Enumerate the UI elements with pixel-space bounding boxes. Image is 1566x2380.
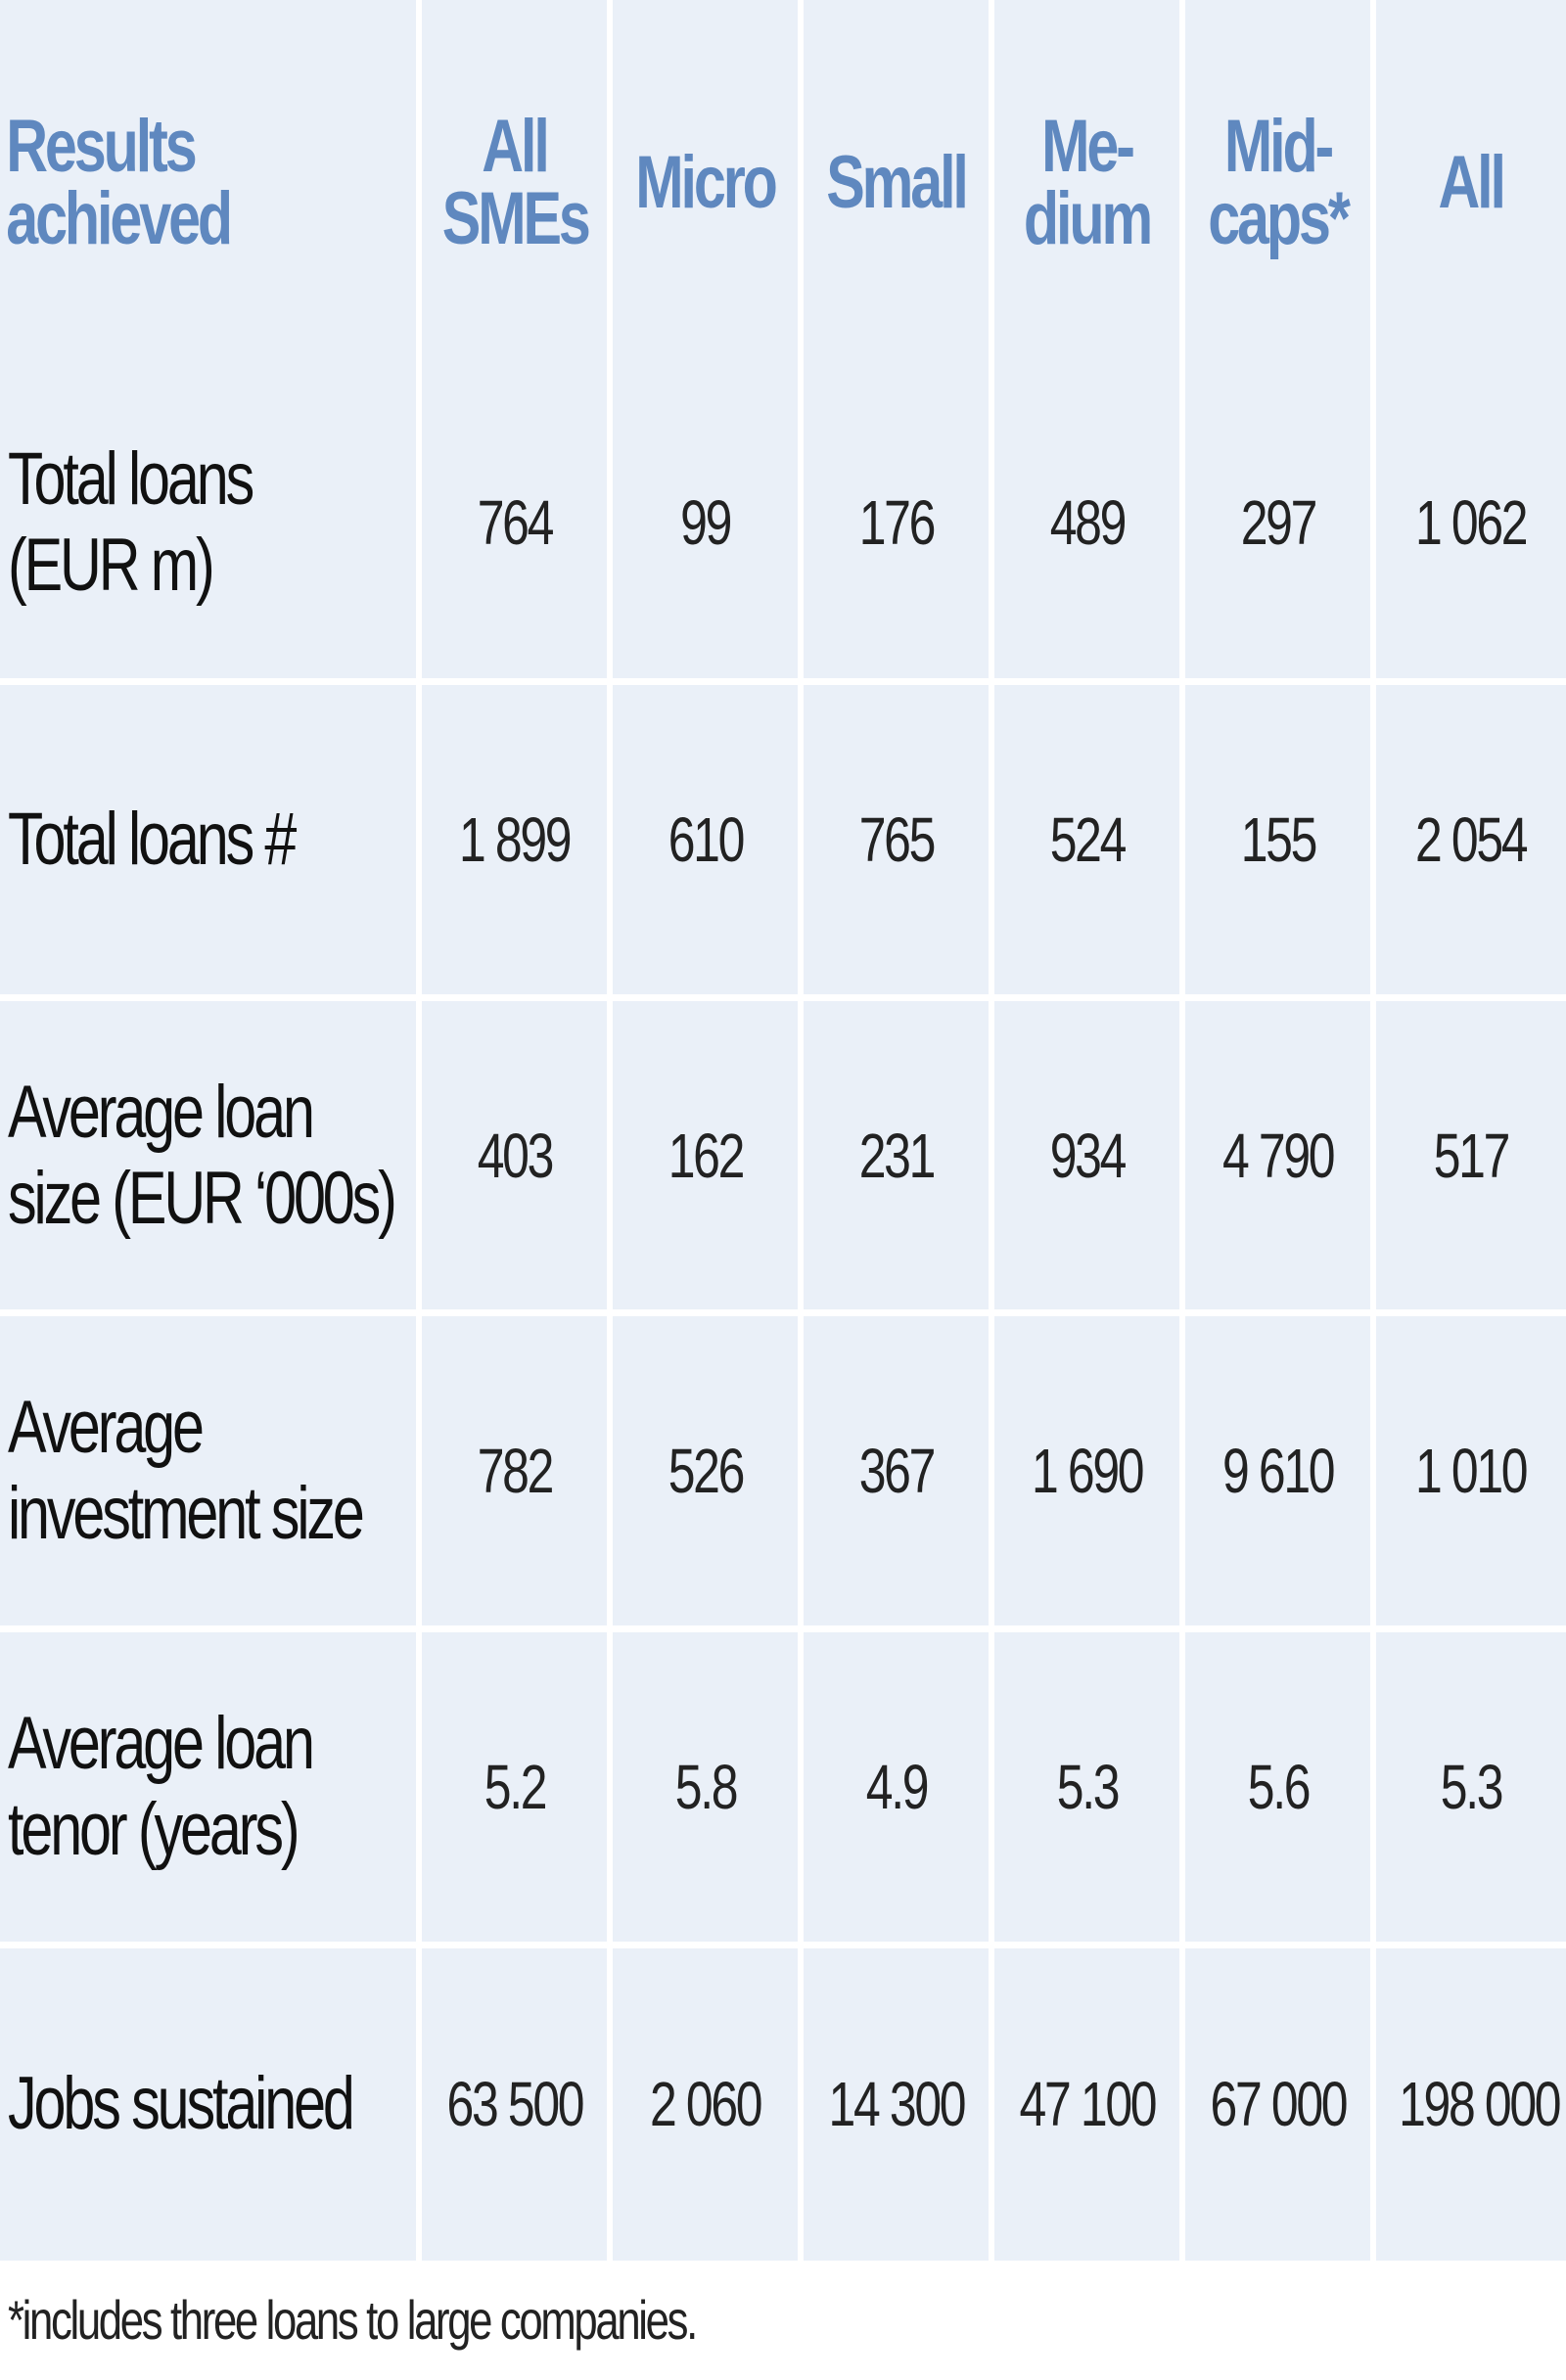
table-row-jobs-sustained: Jobs sustained 63 500 2 060 14 300 47 10… [0,1941,1566,2261]
cell-average-loan-tenor-mid-caps: 5.6 [1179,1625,1373,1945]
footnote: *includes three loans to large companies… [8,2289,698,2351]
table-row-total-loans-eur: Total loans (EUR m) 764 99 176 489 297 1 … [0,366,1566,682]
row-label-jobs-sustained: Jobs sustained [0,1941,419,2261]
cell-total-loans-eur-all-smes: 764 [416,366,610,682]
table-row-average-loan-tenor: Average loan tenor (years) 5.2 5.8 4.9 5.… [0,1625,1566,1945]
cell-jobs-sustained-mid-caps: 67 000 [1179,1941,1373,2261]
cell-total-loans-count-small: 765 [798,678,991,998]
cell-average-loan-tenor-micro: 5.8 [607,1625,801,1945]
cell-average-loan-tenor-all-smes: 5.2 [416,1625,610,1945]
row-label-average-investment-size: Average investment size [0,1309,419,1629]
cell-total-loans-count-all-smes: 1 899 [416,678,610,998]
header-micro: Micro [628,0,780,366]
cell-jobs-sustained-micro: 2 060 [607,1941,801,2261]
cell-average-loan-tenor-all: 5.3 [1370,1625,1566,1945]
cell-jobs-sustained-all-smes: 63 500 [416,1941,610,2261]
table-row-average-investment-size: Average investment size 782 526 367 1 690… [0,1309,1566,1629]
header-all-smes: All SMEs [438,0,591,366]
cell-jobs-sustained-all: 198 000 [1370,1941,1566,2261]
table-row-average-loan-size: Average loan size (EUR ‘000s) 403 162 231… [0,993,1566,1313]
header-results-achieved: Results achieved [6,105,233,260]
cell-average-loan-tenor-medium: 5.3 [989,1625,1182,1945]
cell-total-loans-eur-small: 176 [798,366,991,682]
row-label-average-loan-tenor: Average loan tenor (years) [0,1625,419,1945]
cell-total-loans-count-mid-caps: 155 [1179,678,1373,998]
table-row-total-loans-count: Total loans # 1 899 610 765 524 155 2 05… [0,678,1566,998]
cell-average-investment-size-micro: 526 [607,1309,801,1629]
cell-average-investment-size-medium: 1 690 [989,1309,1182,1629]
cell-jobs-sustained-small: 14 300 [798,1941,991,2261]
header-small: Small [819,0,971,366]
header-all: All [1392,0,1545,366]
cell-total-loans-eur-all: 1 062 [1370,366,1566,682]
cell-average-investment-size-mid-caps: 9 610 [1179,1309,1373,1629]
cell-average-loan-size-all-smes: 403 [416,993,610,1313]
row-label-total-loans-eur: Total loans (EUR m) [8,436,254,607]
cell-jobs-sustained-medium: 47 100 [989,1941,1182,2261]
header-mid-caps: Mid-caps* [1201,0,1353,366]
cell-average-loan-tenor-small: 4.9 [798,1625,991,1945]
cell-average-loan-size-all: 517 [1370,993,1566,1313]
cell-total-loans-count-all: 2 054 [1370,678,1566,998]
cell-total-loans-count-micro: 610 [607,678,801,998]
cell-total-loans-count-medium: 524 [989,678,1182,998]
cell-average-loan-size-mid-caps: 4 790 [1179,993,1373,1313]
cell-average-investment-size-small: 367 [798,1309,991,1629]
header-medium: Me-dium [1010,0,1162,366]
results-table-container: Results achieved All SMEs Micro Small Me-d… [0,0,1566,2261]
cell-total-loans-eur-medium: 489 [989,366,1182,682]
cell-average-loan-size-small: 231 [798,993,991,1313]
header-row: Results achieved All SMEs Micro Small Me-d… [0,0,1566,366]
cell-average-investment-size-all-smes: 782 [416,1309,610,1629]
row-label-total-loans-count: Total loans # [0,678,419,998]
results-table: Results achieved All SMEs Micro Small Me-d… [0,0,1566,2261]
cell-total-loans-eur-mid-caps: 297 [1179,366,1373,682]
cell-average-loan-size-medium: 934 [989,993,1182,1313]
cell-total-loans-eur-micro: 99 [607,366,801,682]
cell-average-loan-size-micro: 162 [607,993,801,1313]
row-label-average-loan-size: Average loan size (EUR ‘000s) [0,993,419,1313]
cell-average-investment-size-all: 1 010 [1370,1309,1566,1629]
